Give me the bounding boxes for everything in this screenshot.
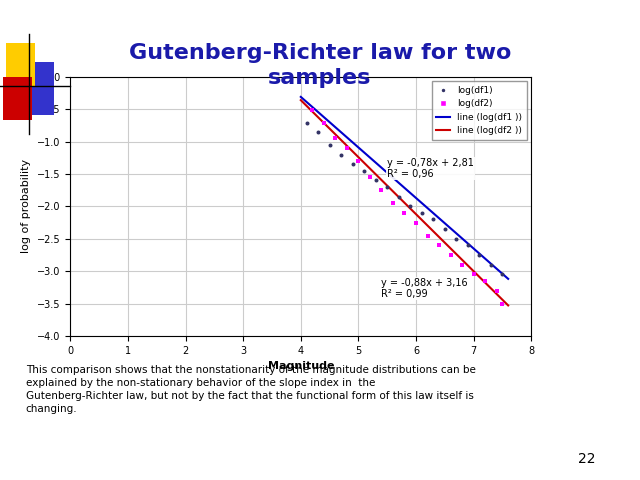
line (log(df2 )) bbox=[504, 302, 512, 308]
Line: line (log(df1 )): line (log(df1 )) bbox=[301, 97, 508, 279]
line (log(df1 )) bbox=[297, 94, 305, 100]
line (log(df1 )) bbox=[404, 188, 412, 193]
log(df1) bbox=[348, 160, 358, 168]
line (log(df2 )) bbox=[297, 97, 305, 103]
log(df1) bbox=[336, 151, 346, 158]
line (log(df1 )) bbox=[345, 136, 353, 142]
line (log(df1 )) bbox=[420, 203, 428, 208]
log(df2) bbox=[411, 219, 421, 227]
log(df2) bbox=[330, 134, 340, 142]
line (log(df2 )) bbox=[345, 145, 353, 151]
log(df2) bbox=[457, 261, 467, 268]
log(df2) bbox=[497, 300, 508, 308]
log(df2) bbox=[492, 287, 502, 294]
log(df1) bbox=[382, 183, 392, 191]
line (log(df1 )) bbox=[504, 276, 512, 282]
log(df1) bbox=[417, 209, 427, 217]
line (log(df2 )) bbox=[337, 137, 344, 143]
log(df1) bbox=[405, 203, 415, 210]
log(df2) bbox=[319, 120, 329, 127]
Text: This comparison shows that the nonstationarity of the magnitude distributions ca: This comparison shows that the nonstatio… bbox=[26, 365, 476, 414]
Y-axis label: log of probability: log of probability bbox=[22, 159, 31, 253]
log(df2) bbox=[342, 144, 352, 152]
log(df1) bbox=[428, 216, 438, 223]
log(df2) bbox=[353, 157, 364, 165]
log(df2) bbox=[434, 241, 444, 249]
log(df2) bbox=[399, 209, 410, 217]
line (log(df2 )) bbox=[488, 286, 495, 292]
line (log(df1 )) bbox=[488, 261, 495, 267]
X-axis label: Magnitude: Magnitude bbox=[268, 361, 334, 371]
log(df2) bbox=[422, 232, 433, 240]
Legend: log(df1), log(df2), line (log(df1 )), line (log(df2 )): log(df1), log(df2), line (log(df1 )), li… bbox=[432, 81, 527, 140]
line (log(df2 )) bbox=[404, 203, 412, 209]
log(df2) bbox=[445, 251, 456, 259]
log(df1) bbox=[451, 235, 461, 242]
log(df1) bbox=[474, 251, 484, 259]
log(df1) bbox=[324, 141, 335, 149]
log(df1) bbox=[440, 225, 450, 233]
log(df1) bbox=[463, 241, 473, 249]
log(df1) bbox=[497, 271, 508, 278]
line (log(df1 )) bbox=[494, 267, 502, 273]
log(df2) bbox=[468, 271, 479, 278]
log(df1) bbox=[313, 128, 323, 136]
Text: y = -0,88x + 3,16
R² = 0,99: y = -0,88x + 3,16 R² = 0,99 bbox=[381, 277, 468, 300]
Text: Gutenberg-Richter law for two
samples: Gutenberg-Richter law for two samples bbox=[129, 43, 511, 88]
line (log(df1 )) bbox=[337, 129, 344, 135]
log(df1) bbox=[359, 167, 369, 175]
Text: 22: 22 bbox=[578, 452, 595, 466]
log(df1) bbox=[394, 193, 404, 201]
log(df2) bbox=[480, 277, 490, 285]
Line: line (log(df2 )): line (log(df2 )) bbox=[301, 100, 508, 305]
log(df1) bbox=[371, 177, 381, 184]
log(df2) bbox=[376, 186, 387, 194]
log(df2) bbox=[307, 107, 317, 114]
log(df1) bbox=[486, 261, 496, 268]
log(df2) bbox=[365, 173, 375, 181]
Text: y = -0,78x + 2,81
R² = 0,96: y = -0,78x + 2,81 R² = 0,96 bbox=[387, 158, 474, 180]
line (log(df2 )) bbox=[494, 292, 502, 298]
log(df2) bbox=[388, 199, 398, 207]
log(df1) bbox=[301, 120, 312, 127]
line (log(df2 )) bbox=[420, 219, 428, 225]
